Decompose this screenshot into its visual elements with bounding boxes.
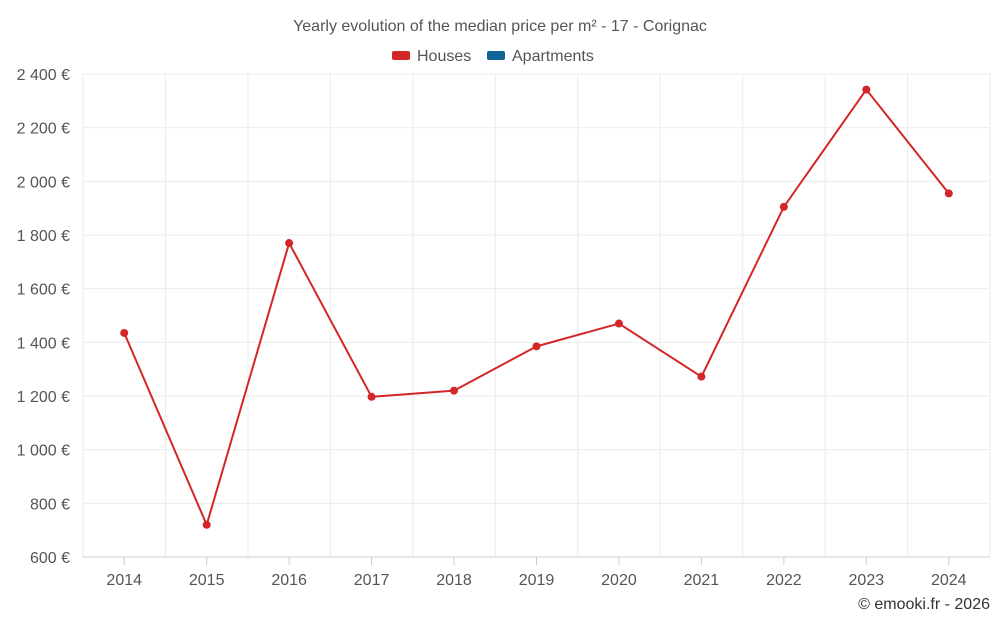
y-tick-label: 1 600 € bbox=[17, 282, 70, 299]
y-tick-label: 800 € bbox=[30, 496, 70, 513]
legend-label-houses[interactable]: Houses bbox=[417, 48, 471, 65]
x-tick-label: 2016 bbox=[271, 572, 307, 589]
legend-swatch-apartments[interactable] bbox=[487, 51, 505, 60]
x-tick-label: 2015 bbox=[189, 572, 225, 589]
x-tick-label: 2017 bbox=[354, 572, 390, 589]
x-tick-label: 2014 bbox=[106, 572, 142, 589]
x-tick-label: 2023 bbox=[849, 572, 885, 589]
x-tick-label: 2021 bbox=[684, 572, 720, 589]
y-axis: 600 € 800 € 1 000 € 1 200 € 1 400 € 1 600 € 1 … bbox=[17, 67, 70, 567]
x-axis: 2014 2015 2016 2017 2018 2019 2020 2021 2022 2023… bbox=[83, 556, 990, 589]
houses-point-2016[interactable] bbox=[285, 239, 294, 248]
y-tick-label: 1 200 € bbox=[17, 389, 70, 406]
houses-point-2023[interactable] bbox=[862, 85, 871, 94]
houses-point-2022[interactable] bbox=[779, 202, 788, 211]
houses-point-2014[interactable] bbox=[120, 328, 129, 337]
houses-point-2020[interactable] bbox=[614, 319, 623, 328]
houses-point-2015[interactable] bbox=[202, 520, 211, 529]
houses-point-2018[interactable] bbox=[450, 386, 459, 395]
x-tick-label: 2022 bbox=[766, 572, 802, 589]
y-tick-label: 1 800 € bbox=[17, 228, 70, 245]
chart-title: Yearly evolution of the median price per… bbox=[293, 18, 707, 35]
x-tick-label: 2024 bbox=[931, 572, 967, 589]
x-tick-label: 2020 bbox=[601, 572, 637, 589]
x-tick-label: 2019 bbox=[519, 572, 555, 589]
y-tick-label: 2 400 € bbox=[17, 67, 70, 84]
houses-point-2024[interactable] bbox=[944, 189, 953, 198]
legend[interactable]: Houses Apartments bbox=[392, 48, 594, 65]
y-tick-label: 2 200 € bbox=[17, 121, 70, 138]
credit-text: © emooki.fr - 2026 bbox=[858, 596, 990, 613]
x-tick-label: 2018 bbox=[436, 572, 472, 589]
y-tick-label: 600 € bbox=[30, 550, 70, 567]
y-tick-label: 1 000 € bbox=[17, 443, 70, 460]
houses-point-2017[interactable] bbox=[367, 392, 376, 401]
grid bbox=[82, 73, 991, 557]
legend-swatch-houses[interactable] bbox=[392, 51, 410, 60]
legend-label-apartments[interactable]: Apartments bbox=[512, 48, 594, 65]
series-houses bbox=[120, 85, 953, 529]
y-tick-label: 1 400 € bbox=[17, 335, 70, 352]
houses-point-2021[interactable] bbox=[697, 372, 706, 381]
y-tick-label: 2 000 € bbox=[17, 174, 70, 191]
houses-point-2019[interactable] bbox=[532, 342, 541, 351]
